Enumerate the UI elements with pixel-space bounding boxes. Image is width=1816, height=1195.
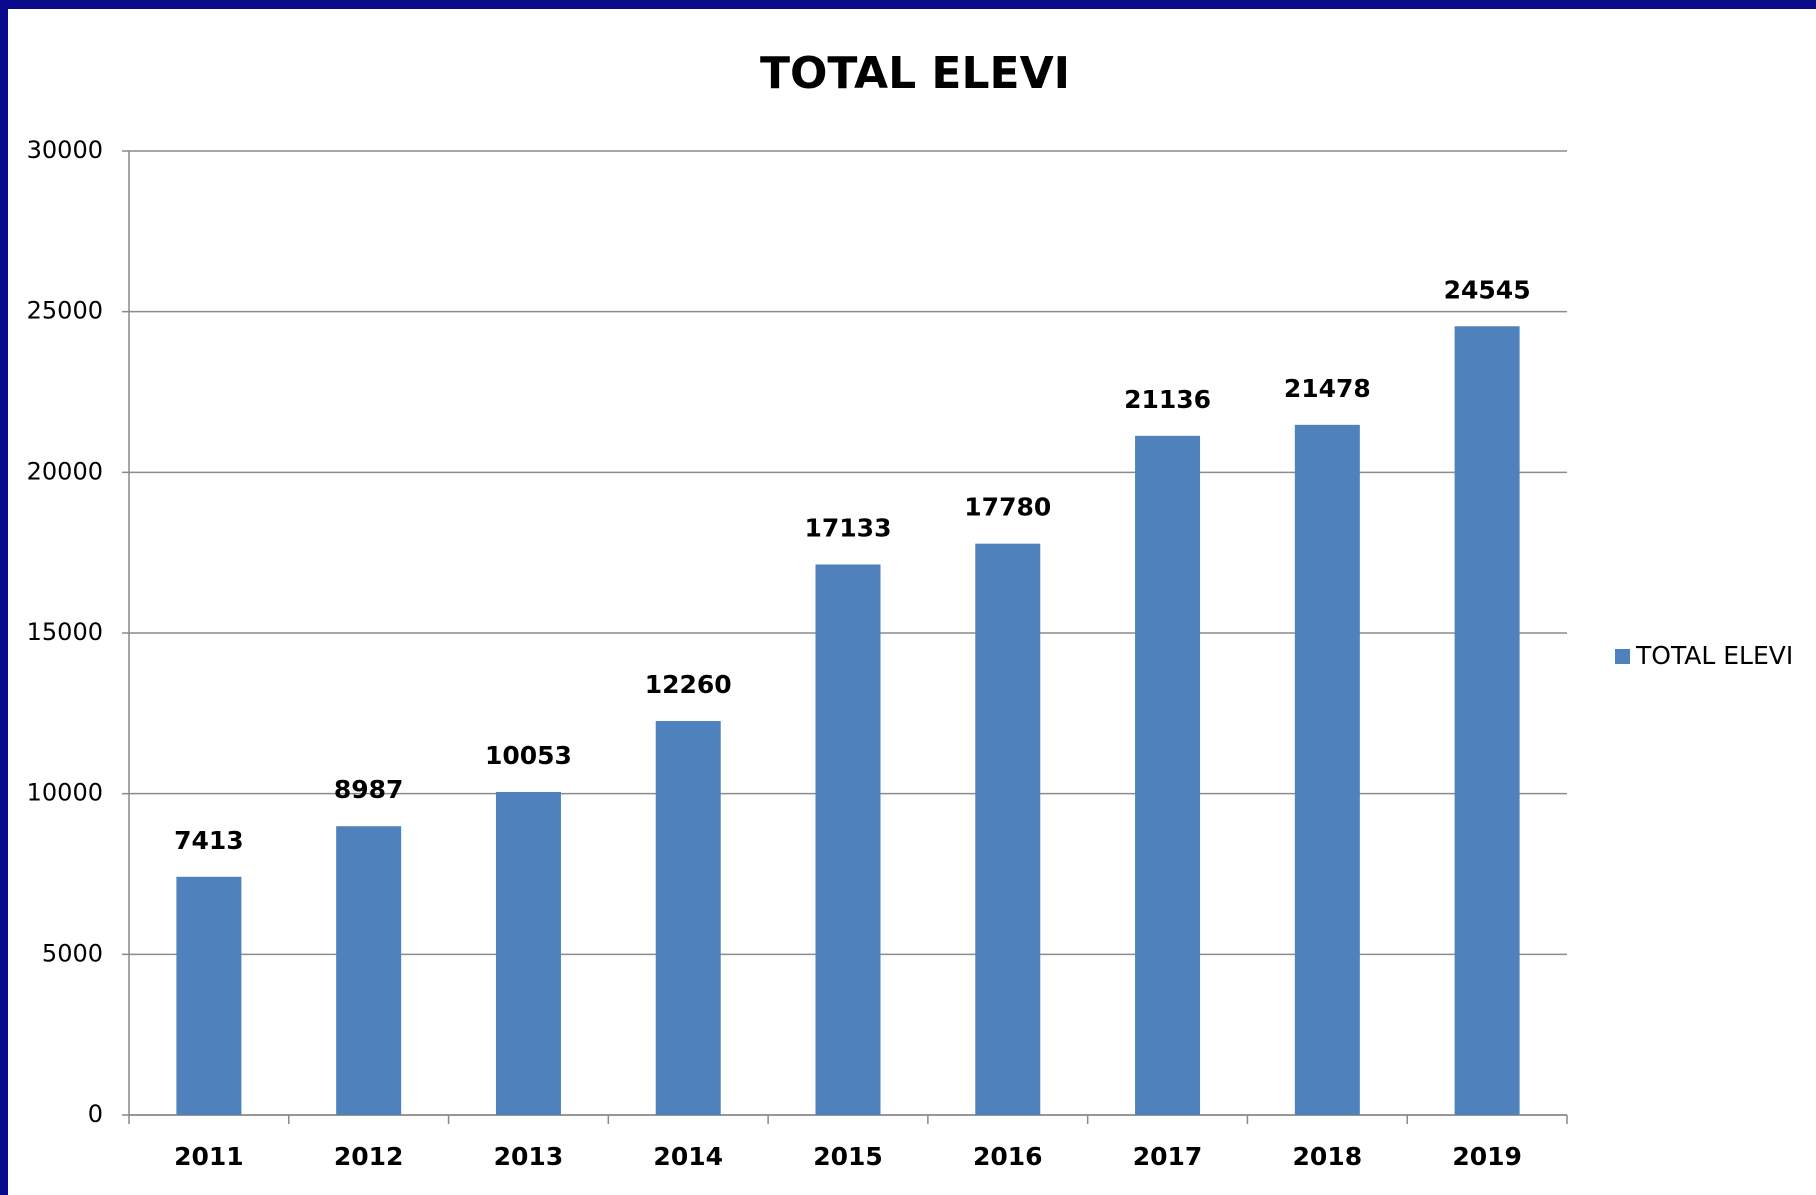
y-tick-label: 15000 [27, 618, 103, 646]
value-label: 12260 [645, 670, 732, 699]
value-label: 17133 [805, 513, 892, 542]
value-label: 17780 [964, 493, 1051, 522]
value-label: 8987 [334, 775, 404, 804]
x-tick-label: 2018 [1293, 1142, 1363, 1171]
x-tick-label: 2013 [494, 1142, 564, 1171]
x-tick-label: 2011 [174, 1142, 244, 1171]
value-label: 24545 [1444, 275, 1531, 304]
y-tick-label: 25000 [27, 297, 103, 325]
value-label: 21478 [1284, 374, 1371, 403]
x-tick-label: 2015 [813, 1142, 883, 1171]
bar [1294, 424, 1360, 1115]
value-label: 21136 [1124, 385, 1211, 414]
bar [1135, 435, 1201, 1116]
chart-title: TOTAL ELEVI [760, 48, 1070, 99]
x-tick-label: 2017 [1133, 1142, 1203, 1171]
value-label: 10053 [485, 741, 572, 770]
legend-label: TOTAL ELEVI [1635, 641, 1793, 670]
x-tick-label: 2012 [334, 1142, 404, 1171]
y-tick-label: 10000 [27, 779, 103, 807]
bar [336, 826, 402, 1115]
y-tick-label: 30000 [27, 136, 103, 164]
x-tick-label: 2019 [1452, 1142, 1522, 1171]
value-label: 7413 [174, 826, 244, 855]
y-tick-label: 5000 [42, 939, 103, 967]
x-tick-label: 2016 [973, 1142, 1043, 1171]
chart-background [8, 9, 1816, 1195]
bar [1454, 326, 1520, 1115]
legend-swatch [1615, 649, 1630, 664]
bar [975, 543, 1041, 1115]
bar [495, 791, 561, 1115]
x-tick-label: 2014 [653, 1142, 723, 1171]
y-tick-label: 20000 [27, 457, 103, 485]
bar [655, 721, 721, 1115]
y-tick-label: 0 [88, 1100, 103, 1128]
bar [815, 564, 881, 1115]
bar [176, 876, 242, 1115]
